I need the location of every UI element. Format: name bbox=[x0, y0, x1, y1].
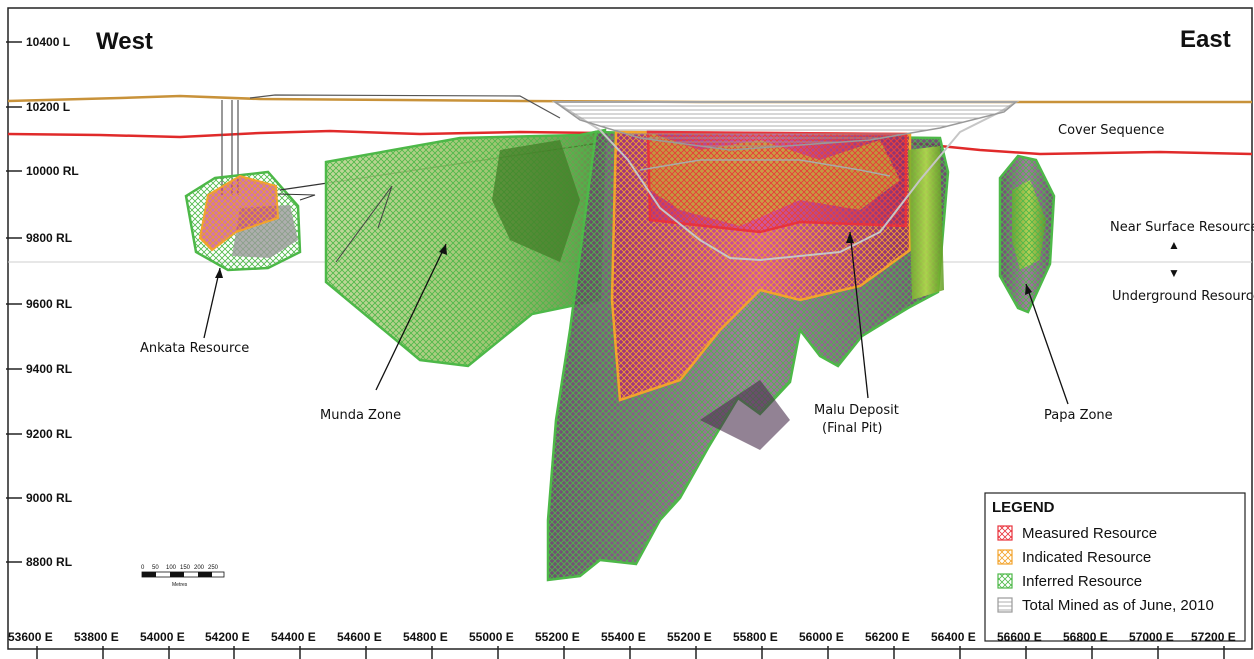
easting-label-54400: 54400 E bbox=[271, 630, 316, 644]
ankata-label: Ankata Resource bbox=[140, 341, 249, 356]
legend-title: LEGEND bbox=[992, 499, 1055, 516]
munda-label: Munda Zone bbox=[320, 408, 401, 423]
malu-label-line2: (Final Pit) bbox=[822, 421, 883, 436]
munda-zone bbox=[324, 128, 607, 368]
rl-axis bbox=[6, 41, 22, 563]
easting-label-54800: 54800 E bbox=[403, 630, 448, 644]
legend-label-mined: Total Mined as of June, 2010 bbox=[1022, 597, 1214, 614]
rl-label-9200: 9200 RL bbox=[26, 427, 72, 441]
scale-tick-100: 100 bbox=[166, 565, 177, 571]
legend-label-measured: Measured Resource bbox=[1022, 525, 1157, 542]
legend-label-inferred: Inferred Resource bbox=[1022, 573, 1142, 590]
rl-label-9000: 9000 RL bbox=[26, 491, 72, 505]
munda-arrowhead-icon bbox=[439, 244, 447, 255]
easting-label-55000: 55000 E bbox=[469, 630, 514, 644]
easting-label-55200: 55200 E bbox=[535, 630, 580, 644]
easting-label-54600: 54600 E bbox=[337, 630, 382, 644]
easting-label-56200: 56200 E bbox=[865, 630, 910, 644]
scale-tick-0: 0 bbox=[141, 565, 145, 571]
easting-label-56800: 56800 E bbox=[1063, 630, 1108, 644]
easting-label-53800: 53800 E bbox=[74, 630, 119, 644]
underground-label: Underground Resource bbox=[1112, 289, 1254, 304]
easting-label-56600: 56600 E bbox=[997, 630, 1042, 644]
ankata-arrow bbox=[203, 267, 221, 339]
easting-label-57000: 57000 E bbox=[1129, 630, 1174, 644]
scale-unit: Metres bbox=[172, 582, 188, 588]
near-surface-label: Near Surface Resource bbox=[1110, 220, 1254, 235]
easting-label-55800: 55800 E bbox=[733, 630, 778, 644]
legend-label-indicated: Indicated Resource bbox=[1022, 549, 1151, 566]
easting-axis: 53600 E 53800 E 54000 E 54200 E 54400 E … bbox=[8, 630, 1236, 659]
easting-label-54000: 54000 E bbox=[140, 630, 185, 644]
easting-label-54200: 54200 E bbox=[205, 630, 250, 644]
easting-label-55200b: 55200 E bbox=[667, 630, 712, 644]
rl-label-10200: 10200 L bbox=[26, 100, 70, 114]
ankata-resource bbox=[184, 170, 316, 272]
rl-label-9800: 9800 RL bbox=[26, 231, 72, 245]
easting-label-56000: 56000 E bbox=[799, 630, 844, 644]
scale-tick-50: 50 bbox=[152, 565, 159, 571]
down-arrow-icon: ▼ bbox=[1168, 266, 1180, 280]
scale-tick-150: 150 bbox=[180, 565, 191, 571]
malu-arrow bbox=[849, 231, 869, 399]
legend-swatch-indicated bbox=[997, 549, 1013, 565]
papa-arrowhead-icon bbox=[1025, 284, 1032, 295]
easting-label-57200: 57200 E bbox=[1191, 630, 1236, 644]
papa-zone bbox=[998, 154, 1056, 314]
easting-label-53600: 53600 E bbox=[8, 630, 53, 644]
malu-deposit bbox=[546, 130, 950, 582]
up-arrow-icon: ▲ bbox=[1168, 238, 1180, 252]
legend-swatch-mined bbox=[997, 597, 1013, 613]
rl-label-9600: 9600 RL bbox=[26, 297, 72, 311]
legend-swatch-inferred bbox=[997, 573, 1013, 589]
easting-label-56400: 56400 E bbox=[931, 630, 976, 644]
cover-sequence-label: Cover Sequence bbox=[1058, 123, 1164, 138]
legend-swatch-measured bbox=[997, 525, 1013, 541]
malu-label-line1: Malu Deposit bbox=[814, 403, 899, 418]
papa-label: Papa Zone bbox=[1044, 408, 1113, 423]
papa-arrow bbox=[1025, 283, 1069, 405]
scale-tick-250: 250 bbox=[208, 565, 219, 571]
easting-label-55400: 55400 E bbox=[601, 630, 646, 644]
scale-tick-200: 200 bbox=[194, 565, 205, 571]
final-pit bbox=[551, 101, 1020, 262]
legend: LEGEND Measured Resource Indicated Resou… bbox=[984, 492, 1246, 642]
scale-bar: 0 50 100 150 200 250 Metres bbox=[141, 565, 225, 588]
rl-label-10000: 10000 RL bbox=[26, 164, 79, 178]
rl-label-10400: 10400 L bbox=[26, 35, 70, 49]
ankata-arrowhead-icon bbox=[215, 268, 223, 278]
rl-label-9400: 9400 RL bbox=[26, 362, 72, 376]
east-label: East bbox=[1180, 26, 1231, 53]
rl-label-8800: 8800 RL bbox=[26, 555, 72, 569]
malu-arrowhead-icon bbox=[846, 232, 854, 243]
west-label: West bbox=[96, 28, 153, 55]
munda-arrow bbox=[375, 243, 447, 391]
